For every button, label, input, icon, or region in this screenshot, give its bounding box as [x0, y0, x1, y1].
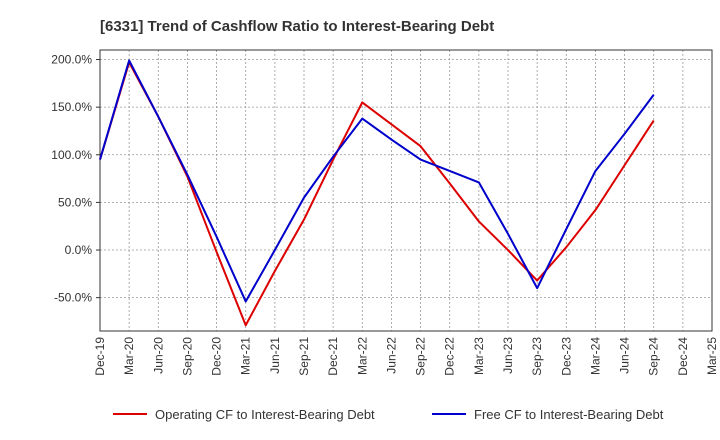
x-tick-label: Mar-22 — [355, 337, 369, 375]
x-tick-label: Jun-22 — [384, 337, 398, 374]
x-tick-label: Mar-20 — [122, 337, 136, 375]
y-tick-label: 200.0% — [51, 53, 92, 67]
x-tick-label: Sep-20 — [180, 337, 194, 376]
series-line-2 — [99, 59, 655, 303]
x-tick-label: Dec-20 — [210, 337, 224, 376]
y-tick-label: 50.0% — [58, 195, 92, 209]
x-tick-label: Sep-24 — [647, 337, 661, 376]
y-tick-label: 0.0% — [65, 243, 93, 257]
x-tick-label: Jun-24 — [618, 337, 632, 374]
chart-title: [6331] Trend of Cashflow Ratio to Intere… — [100, 18, 494, 35]
legend-label-1: Operating CF to Interest-Bearing Debt — [155, 407, 375, 422]
x-tick-label: Sep-22 — [414, 337, 428, 376]
x-tick-label: Jun-23 — [501, 337, 515, 374]
x-tick-label: Dec-24 — [676, 337, 690, 376]
y-tick-label: 100.0% — [51, 148, 92, 162]
y-tick-label: -50.0% — [54, 291, 92, 305]
plot-border — [99, 49, 713, 332]
x-tick-label: Mar-25 — [705, 337, 719, 375]
x-tick-label: Sep-23 — [530, 337, 544, 376]
legend-label-2: Free CF to Interest-Bearing Debt — [474, 407, 664, 422]
axis-layer: Dec-19 Mar-20 Jun-20 Sep-20 Dec-20 Mar-21 Jun-… — [51, 49, 719, 376]
x-tick-label: Sep-21 — [297, 337, 311, 376]
x-tick-label: Jun-20 — [151, 337, 165, 374]
x-tick-label: Mar-24 — [588, 337, 602, 375]
x-tick-label: Dec-19 — [93, 337, 107, 376]
x-tick-label: Dec-21 — [326, 337, 340, 376]
plot-area — [100, 50, 712, 331]
series-line-1 — [99, 61, 655, 327]
y-tick-label: 150.0% — [51, 100, 92, 114]
x-tick-label: Mar-23 — [472, 337, 486, 375]
legend: Operating CF to Interest-Bearing Debt Fre… — [113, 407, 664, 422]
series-layer — [99, 59, 655, 327]
x-tick-label: Dec-23 — [559, 337, 573, 376]
grid-layer — [100, 50, 712, 331]
x-tick-label: Dec-22 — [443, 337, 457, 376]
x-tick-label: Jun-21 — [268, 337, 282, 374]
x-tick-label: Mar-21 — [239, 337, 253, 375]
